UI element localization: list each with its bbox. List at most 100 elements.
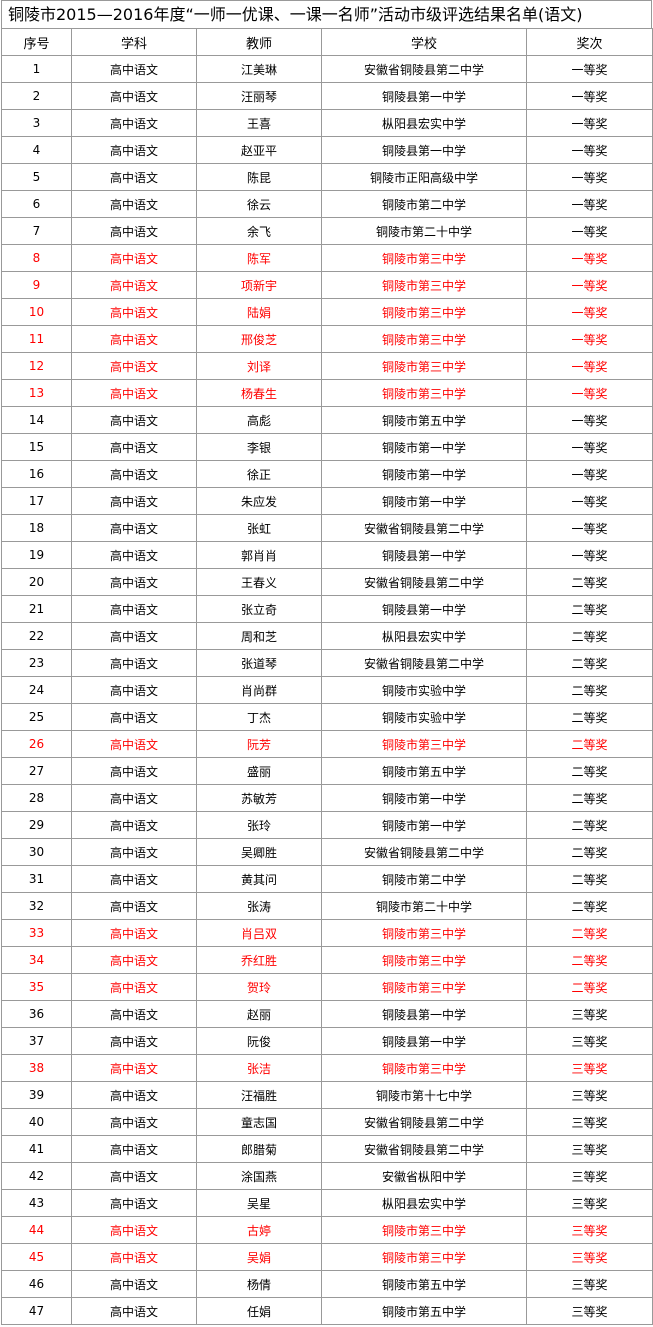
table-cell: 二等奖 xyxy=(526,838,653,866)
table-cell: 一等奖 xyxy=(526,244,653,272)
table-row: 25 高中语文 丁杰 铜陵市实验中学 二等奖 xyxy=(1,703,653,731)
table-row: 3 高中语文 王喜 枞阳县宏实中学 一等奖 xyxy=(1,109,653,137)
table-cell: 二等奖 xyxy=(526,865,653,893)
table-cell: 铜陵县第一中学 xyxy=(321,136,527,164)
table-cell: 王春义 xyxy=(196,568,322,596)
table-cell: 古婷 xyxy=(196,1216,322,1244)
table-cell: 47 xyxy=(1,1297,72,1325)
table-row: 11 高中语文 邢俊芝 铜陵市第三中学 一等奖 xyxy=(1,325,653,353)
table-cell: 高中语文 xyxy=(71,379,197,407)
table-cell: 安徽省铜陵县第二中学 xyxy=(321,649,527,677)
table-cell: 一等奖 xyxy=(526,487,653,515)
table-cell: 二等奖 xyxy=(526,946,653,974)
table-cell: 江美琳 xyxy=(196,55,322,83)
table-cell: 铜陵市第三中学 xyxy=(321,946,527,974)
table-cell: 10 xyxy=(1,298,72,326)
table-cell: 铜陵市第一中学 xyxy=(321,460,527,488)
table-cell: 13 xyxy=(1,379,72,407)
table-row: 47 高中语文 任娟 铜陵市第五中学 三等奖 xyxy=(1,1297,653,1325)
table-cell: 41 xyxy=(1,1135,72,1163)
table-cell: 二等奖 xyxy=(526,730,653,758)
table-cell: 铜陵市第三中学 xyxy=(321,730,527,758)
table-cell: 一等奖 xyxy=(526,298,653,326)
table-cell: 铜陵市第一中学 xyxy=(321,784,527,812)
table-cell: 张洁 xyxy=(196,1054,322,1082)
table-row: 40 高中语文 童志国 安徽省铜陵县第二中学 三等奖 xyxy=(1,1108,653,1136)
table-cell: 高中语文 xyxy=(71,1135,197,1163)
table-cell: 高中语文 xyxy=(71,838,197,866)
table-cell: 46 xyxy=(1,1270,72,1298)
table-cell: 33 xyxy=(1,919,72,947)
table-cell: 9 xyxy=(1,271,72,299)
table-cell: 高中语文 xyxy=(71,1243,197,1271)
table-cell: 阮俊 xyxy=(196,1027,322,1055)
table-cell: 2 xyxy=(1,82,72,110)
table-cell: 郭肖肖 xyxy=(196,541,322,569)
table-cell: 高中语文 xyxy=(71,811,197,839)
table-cell: 铜陵市第三中学 xyxy=(321,919,527,947)
table-row: 18 高中语文 张虹 安徽省铜陵县第二中学 一等奖 xyxy=(1,514,653,542)
table-cell: 高中语文 xyxy=(71,136,197,164)
table-row: 17 高中语文 朱应发 铜陵市第一中学 一等奖 xyxy=(1,487,653,515)
table-row: 27 高中语文 盛丽 铜陵市第五中学 二等奖 xyxy=(1,757,653,785)
table-cell: 高中语文 xyxy=(71,703,197,731)
table-row: 36 高中语文 赵丽 铜陵县第一中学 三等奖 xyxy=(1,1000,653,1028)
table-cell: 铜陵市第五中学 xyxy=(321,1270,527,1298)
table-row: 16 高中语文 徐正 铜陵市第一中学 一等奖 xyxy=(1,460,653,488)
table-cell: 45 xyxy=(1,1243,72,1271)
table-cell: 二等奖 xyxy=(526,784,653,812)
table-row: 37 高中语文 阮俊 铜陵县第一中学 三等奖 xyxy=(1,1027,653,1055)
table-cell: 一等奖 xyxy=(526,460,653,488)
table-row: 26 高中语文 阮芳 铜陵市第三中学 二等奖 xyxy=(1,730,653,758)
table-cell: 高中语文 xyxy=(71,217,197,245)
table-cell: 二等奖 xyxy=(526,595,653,623)
table-cell: 安徽省铜陵县第二中学 xyxy=(321,838,527,866)
table-cell: 高中语文 xyxy=(71,784,197,812)
table-cell: 高中语文 xyxy=(71,892,197,920)
table-cell: 一等奖 xyxy=(526,352,653,380)
table-cell: 6 xyxy=(1,190,72,218)
table-cell: 铜陵市第五中学 xyxy=(321,757,527,785)
table-row: 42 高中语文 涂国燕 安徽省枞阳中学 三等奖 xyxy=(1,1162,653,1190)
table-cell: 张涛 xyxy=(196,892,322,920)
table-cell: 安徽省铜陵县第二中学 xyxy=(321,514,527,542)
table-cell: 一等奖 xyxy=(526,406,653,434)
table-cell: 铜陵县第一中学 xyxy=(321,541,527,569)
table-cell: 郎腊菊 xyxy=(196,1135,322,1163)
table-cell: 阮芳 xyxy=(196,730,322,758)
table-cell: 余飞 xyxy=(196,217,322,245)
table-cell: 高中语文 xyxy=(71,352,197,380)
table-cell: 徐正 xyxy=(196,460,322,488)
table-cell: 高中语文 xyxy=(71,865,197,893)
table-cell: 高中语文 xyxy=(71,271,197,299)
table-cell: 37 xyxy=(1,1027,72,1055)
table-cell: 杨倩 xyxy=(196,1270,322,1298)
table-cell: 铜陵市第三中学 xyxy=(321,325,527,353)
table-cell: 高中语文 xyxy=(71,82,197,110)
table-cell: 铜陵县第一中学 xyxy=(321,595,527,623)
table-cell: 高中语文 xyxy=(71,541,197,569)
table-cell: 高中语文 xyxy=(71,487,197,515)
table-cell: 周和芝 xyxy=(196,622,322,650)
table-row: 8 高中语文 陈军 铜陵市第三中学 一等奖 xyxy=(1,244,653,272)
table-cell: 陆娟 xyxy=(196,298,322,326)
table-cell: 铜陵市第三中学 xyxy=(321,973,527,1001)
table-row: 31 高中语文 黄其问 铜陵市第二中学 二等奖 xyxy=(1,865,653,893)
table-cell: 二等奖 xyxy=(526,568,653,596)
table-cell: 43 xyxy=(1,1189,72,1217)
table-cell: 28 xyxy=(1,784,72,812)
table-cell: 贺玲 xyxy=(196,973,322,1001)
table-row: 33 高中语文 肖吕双 铜陵市第三中学 二等奖 xyxy=(1,919,653,947)
table-cell: 乔红胜 xyxy=(196,946,322,974)
table-cell: 赵丽 xyxy=(196,1000,322,1028)
table-cell: 铜陵市第二中学 xyxy=(321,190,527,218)
table-cell: 张道琴 xyxy=(196,649,322,677)
table-cell: 30 xyxy=(1,838,72,866)
table-cell: 三等奖 xyxy=(526,1000,653,1028)
table-cell: 19 xyxy=(1,541,72,569)
table-cell: 一等奖 xyxy=(526,514,653,542)
header-cell: 序号 xyxy=(1,28,72,56)
table-cell: 16 xyxy=(1,460,72,488)
table-cell: 铜陵市正阳高级中学 xyxy=(321,163,527,191)
table-cell: 12 xyxy=(1,352,72,380)
